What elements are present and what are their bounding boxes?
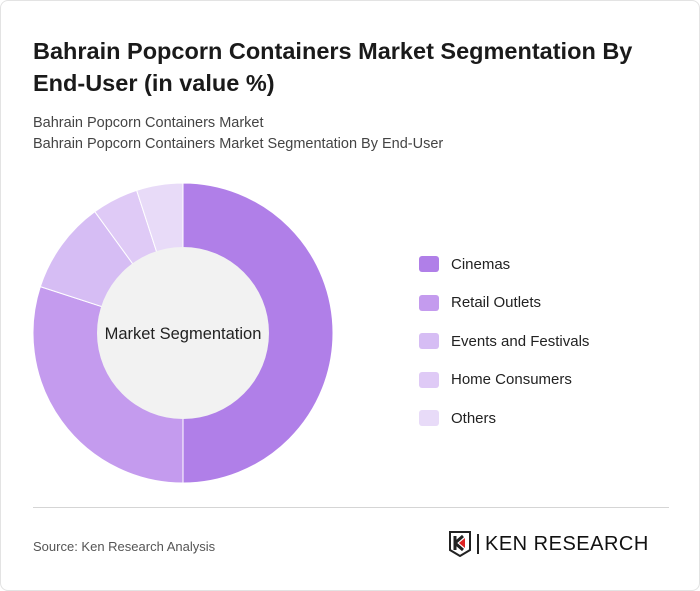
ken-research-logo: KEN RESEARCH [449, 531, 649, 557]
logo-text: KEN RESEARCH [477, 534, 649, 554]
legend-swatch [419, 333, 439, 350]
legend-item: Others [419, 399, 589, 438]
legend-item: Cinemas [419, 245, 589, 284]
legend-swatch [419, 371, 439, 388]
donut-hole [97, 247, 269, 419]
chart-title: Bahrain Popcorn Containers Market Segmen… [33, 38, 633, 96]
legend-item: Events and Festivals [419, 322, 589, 361]
legend: Cinemas Retail Outlets Events and Festival… [419, 245, 589, 438]
legend-item: Retail Outlets [419, 284, 589, 323]
legend-swatch [419, 294, 439, 311]
chart-subtitle: Bahrain Popcorn Containers Market [33, 115, 264, 131]
legend-label: Cinemas [451, 255, 511, 273]
divider [33, 507, 669, 508]
source-note: Source: Ken Research Analysis [33, 539, 216, 554]
center-label: Market Segmentation [105, 325, 262, 343]
legend-label: Events and Festivals [451, 332, 590, 350]
legend-swatch [419, 410, 439, 427]
legend-swatch [419, 256, 439, 273]
legend-label: Retail Outlets [451, 294, 542, 312]
logo-icon [449, 531, 471, 557]
legend-label: Others [451, 409, 497, 427]
chart-subtitle-2: Bahrain Popcorn Containers Market Segmen… [33, 136, 444, 152]
legend-item: Home Consumers [419, 361, 589, 400]
legend-label: Home Consumers [451, 371, 572, 389]
